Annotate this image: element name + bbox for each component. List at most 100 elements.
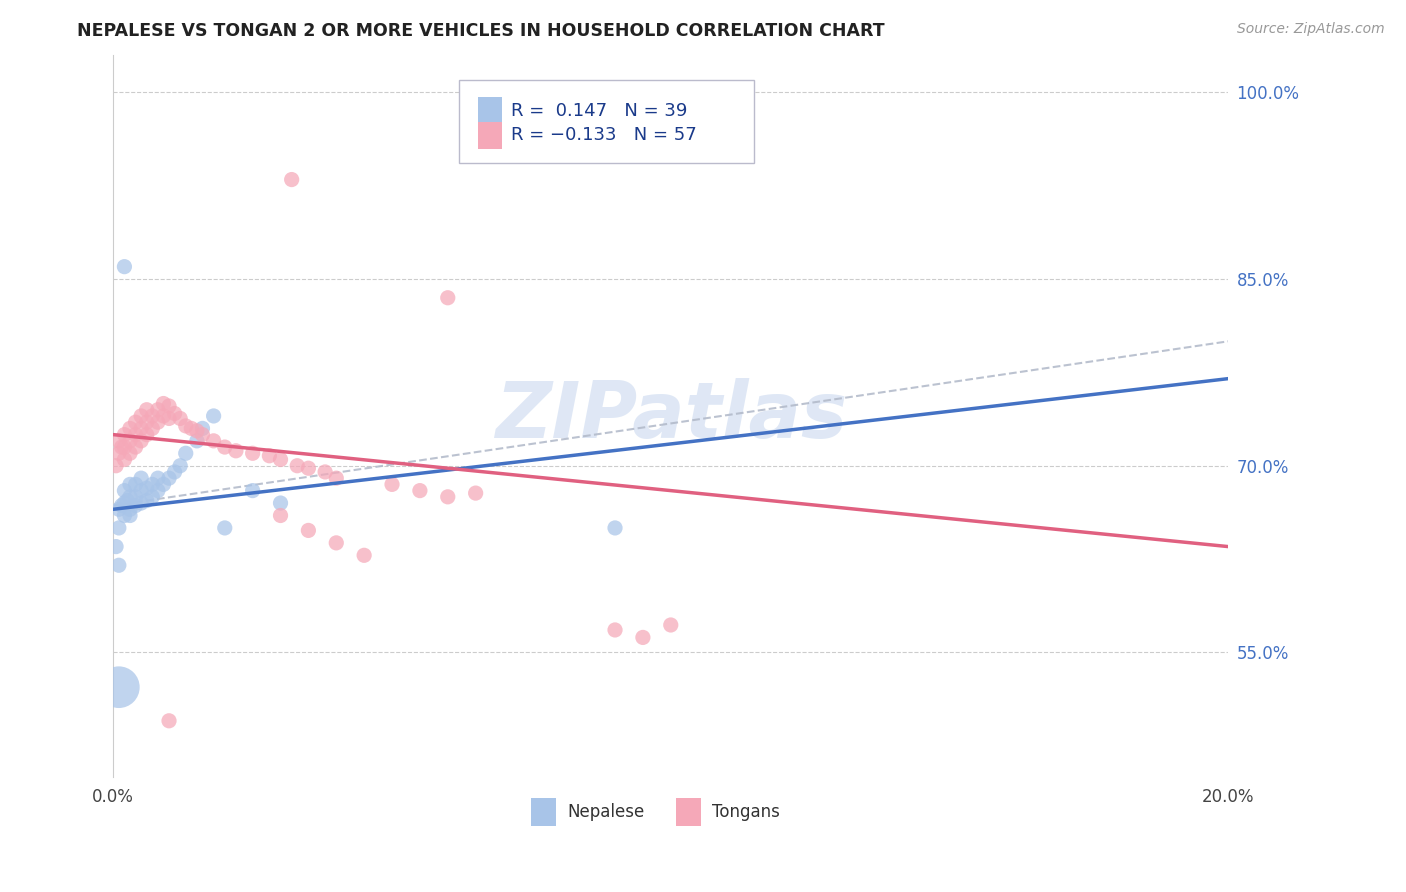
Point bbox=[129, 421, 152, 435]
Point bbox=[174, 446, 197, 460]
Bar bbox=[478, 121, 502, 149]
Point bbox=[225, 443, 247, 458]
Point bbox=[115, 493, 138, 508]
Point bbox=[118, 490, 141, 504]
Point bbox=[280, 172, 302, 186]
Point bbox=[157, 411, 180, 425]
Point bbox=[436, 490, 458, 504]
Point bbox=[124, 490, 146, 504]
Point bbox=[202, 434, 225, 448]
Point bbox=[141, 477, 163, 491]
Point bbox=[124, 415, 146, 429]
Point bbox=[180, 421, 202, 435]
Point bbox=[174, 418, 197, 433]
Point bbox=[191, 427, 214, 442]
Point bbox=[124, 440, 146, 454]
Bar bbox=[676, 798, 700, 826]
Point bbox=[135, 415, 157, 429]
Point bbox=[146, 415, 169, 429]
Point bbox=[105, 540, 128, 554]
Point bbox=[270, 452, 292, 467]
Point bbox=[112, 483, 135, 498]
Point bbox=[108, 558, 131, 573]
Bar bbox=[531, 798, 555, 826]
Point bbox=[242, 483, 264, 498]
Point bbox=[169, 411, 191, 425]
Point bbox=[436, 291, 458, 305]
Point bbox=[381, 477, 404, 491]
Point bbox=[118, 421, 141, 435]
FancyBboxPatch shape bbox=[458, 80, 755, 163]
Point bbox=[112, 496, 135, 510]
Text: ZIPatlas: ZIPatlas bbox=[495, 378, 846, 454]
Point bbox=[118, 434, 141, 448]
Point bbox=[603, 623, 626, 637]
Point bbox=[118, 446, 141, 460]
Point bbox=[135, 481, 157, 495]
Point bbox=[129, 471, 152, 485]
Point bbox=[135, 427, 157, 442]
Point bbox=[111, 440, 134, 454]
Point bbox=[146, 402, 169, 417]
Point bbox=[157, 471, 180, 485]
Point bbox=[169, 458, 191, 473]
Point bbox=[108, 521, 131, 535]
Point bbox=[214, 440, 236, 454]
Point bbox=[202, 409, 225, 423]
Point bbox=[191, 421, 214, 435]
Point bbox=[135, 493, 157, 508]
Point bbox=[129, 483, 152, 498]
Point bbox=[186, 424, 208, 438]
Point bbox=[242, 446, 264, 460]
Point bbox=[285, 458, 308, 473]
Point bbox=[118, 477, 141, 491]
Point bbox=[108, 502, 131, 516]
Point bbox=[297, 524, 319, 538]
Point bbox=[141, 409, 163, 423]
Point bbox=[214, 521, 236, 535]
Point bbox=[259, 449, 281, 463]
Text: Source: ZipAtlas.com: Source: ZipAtlas.com bbox=[1237, 22, 1385, 37]
Bar bbox=[478, 97, 502, 124]
Point bbox=[129, 409, 152, 423]
Point bbox=[297, 461, 319, 475]
Point bbox=[118, 508, 141, 523]
Point bbox=[108, 434, 131, 448]
Point bbox=[124, 427, 146, 442]
Point bbox=[186, 434, 208, 448]
Point bbox=[146, 483, 169, 498]
Point bbox=[270, 508, 292, 523]
Text: R =  0.147   N = 39: R = 0.147 N = 39 bbox=[512, 102, 688, 120]
Point bbox=[163, 407, 186, 421]
Point bbox=[118, 502, 141, 516]
Point bbox=[135, 402, 157, 417]
Point bbox=[105, 458, 128, 473]
Point bbox=[464, 486, 486, 500]
Point bbox=[409, 483, 432, 498]
Text: Tongans: Tongans bbox=[711, 803, 780, 822]
Text: R = −0.133   N = 57: R = −0.133 N = 57 bbox=[512, 127, 697, 145]
Point bbox=[108, 446, 131, 460]
Point bbox=[112, 452, 135, 467]
Text: NEPALESE VS TONGAN 2 OR MORE VEHICLES IN HOUSEHOLD CORRELATION CHART: NEPALESE VS TONGAN 2 OR MORE VEHICLES IN… bbox=[77, 22, 884, 40]
Point bbox=[152, 409, 174, 423]
Point bbox=[353, 549, 375, 563]
Point bbox=[112, 260, 135, 274]
Point bbox=[111, 499, 134, 513]
Point bbox=[603, 521, 626, 535]
Point bbox=[659, 618, 682, 632]
Point bbox=[146, 471, 169, 485]
Point bbox=[163, 465, 186, 479]
Point bbox=[108, 680, 131, 694]
Point bbox=[124, 499, 146, 513]
Point bbox=[152, 477, 174, 491]
Point bbox=[325, 471, 347, 485]
Point bbox=[314, 465, 336, 479]
Point bbox=[270, 496, 292, 510]
Point bbox=[631, 631, 654, 645]
Point bbox=[124, 477, 146, 491]
Point bbox=[152, 396, 174, 410]
Text: Nepalese: Nepalese bbox=[567, 803, 644, 822]
Point bbox=[129, 496, 152, 510]
Point bbox=[112, 427, 135, 442]
